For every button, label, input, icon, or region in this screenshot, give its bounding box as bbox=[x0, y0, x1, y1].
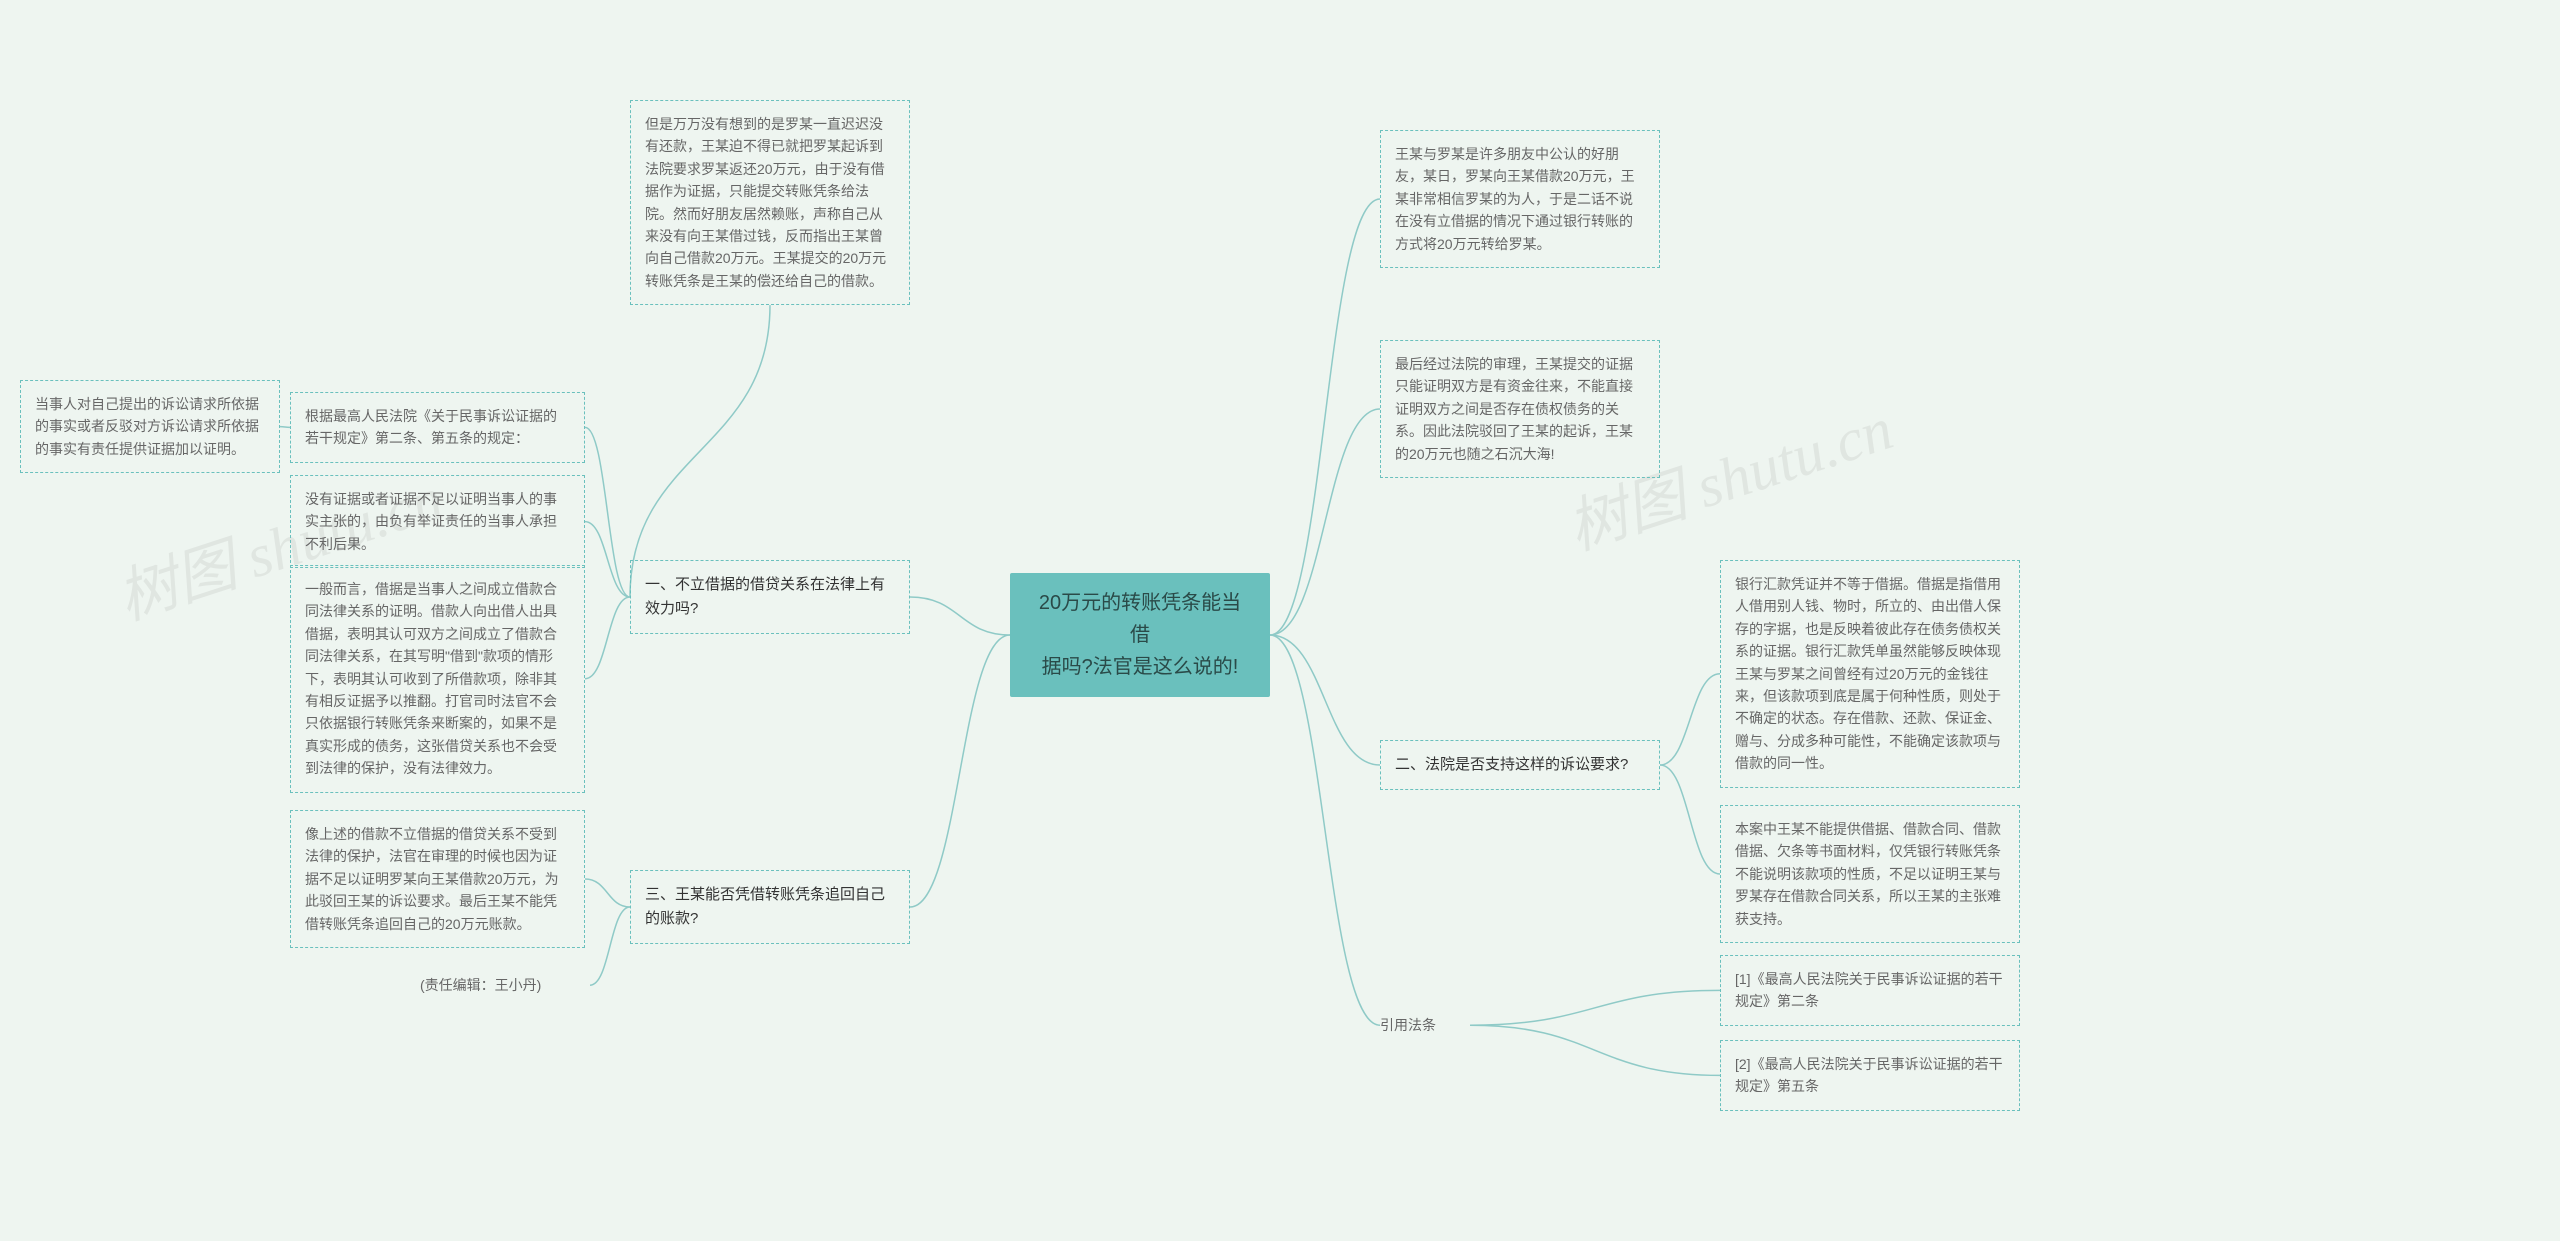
leaf-q1-noevidence: 没有证据或者证据不足以证明当事人的事实主张的，由负有举证责任的当事人承担不利后果… bbox=[290, 475, 585, 568]
leaf-q3-result: 像上述的借款不立借据的借贷关系不受到法律的保护，法官在审理的时候也因为证据不足以… bbox=[290, 810, 585, 948]
branch-q3: 三、王某能否凭借转账凭条追回自己的账款? bbox=[630, 870, 910, 944]
branch-q1: 一、不立借据的借贷关系在法律上有效力吗? bbox=[630, 560, 910, 634]
root-line1: 20万元的转账凭条能当借 bbox=[1039, 592, 1241, 646]
leaf-intro1: 王某与罗某是许多朋友中公认的好朋友，某日，罗某向王某借款20万元，王某非常相信罗… bbox=[1380, 130, 1660, 268]
leaf-q2-case: 本案中王某不能提供借据、借款合同、借款借据、欠条等书面材料，仅凭银行转账凭条不能… bbox=[1720, 805, 2020, 943]
leaf-q2-bankproof: 银行汇款凭证并不等于借据。借据是指借用人借用别人钱、物时，所立的、由出借人保存的… bbox=[1720, 560, 2020, 788]
branch-refs: 引用法条 bbox=[1380, 1010, 1470, 1040]
leaf-q1-regulation-detail: 当事人对自己提出的诉讼请求所依据的事实或者反驳对方诉讼请求所依据的事实有责任提供… bbox=[20, 380, 280, 473]
leaf-q1-story: 但是万万没有想到的是罗某一直迟迟没有还款，王某迫不得已就把罗某起诉到法院要求罗某… bbox=[630, 100, 910, 305]
leaf-ref1: [1]《最高人民法院关于民事诉讼证据的若干规定》第二条 bbox=[1720, 955, 2020, 1026]
leaf-q3-editor: (责任编辑：王小丹) bbox=[420, 970, 590, 1000]
branch-q2: 二、法院是否支持这样的诉讼要求? bbox=[1380, 740, 1660, 790]
leaf-q1-general: 一般而言，借据是当事人之间成立借款合同法律关系的证明。借款人向出借人出具借据，表… bbox=[290, 565, 585, 793]
root-line2: 据吗?法官是这么说的! bbox=[1042, 656, 1239, 678]
root-node: 20万元的转账凭条能当借 据吗?法官是这么说的! bbox=[1010, 573, 1270, 697]
leaf-intro2: 最后经过法院的审理，王某提交的证据只能证明双方是有资金往来，不能直接证明双方之间… bbox=[1380, 340, 1660, 478]
leaf-q1-regulation: 根据最高人民法院《关于民事诉讼证据的若干规定》第二条、第五条的规定： bbox=[290, 392, 585, 463]
leaf-ref2: [2]《最高人民法院关于民事诉讼证据的若干规定》第五条 bbox=[1720, 1040, 2020, 1111]
